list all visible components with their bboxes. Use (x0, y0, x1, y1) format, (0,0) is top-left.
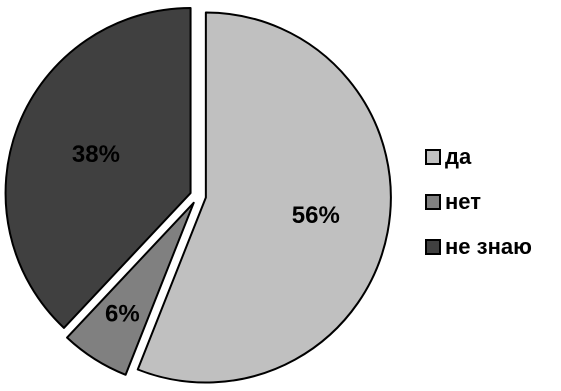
legend-label-ne-znayu: не знаю (445, 234, 532, 259)
legend-swatch-ne-znayu (425, 239, 441, 255)
pie-slice-da (136, 11, 392, 384)
pie-label-ne-znayu: 38% (72, 141, 120, 168)
legend-item-net: нет (425, 190, 532, 214)
legend-label-da: да (445, 144, 472, 169)
pie-label-da: 56% (292, 202, 340, 229)
legend-swatch-da (425, 149, 441, 165)
pie-label-net: 6% (105, 301, 140, 328)
legend-label-net: нет (445, 189, 482, 214)
pie-labels: 56% 6% 38% (72, 141, 340, 328)
pie-slice-ne-znayu (4, 7, 192, 329)
pie-slices (4, 7, 392, 384)
legend-item-ne-znayu: не знаю (425, 235, 532, 259)
legend-item-da: да (425, 145, 532, 169)
legend-swatch-net (425, 194, 441, 210)
legend: да нет не знаю (425, 145, 532, 280)
pie-slice-net (66, 201, 195, 376)
